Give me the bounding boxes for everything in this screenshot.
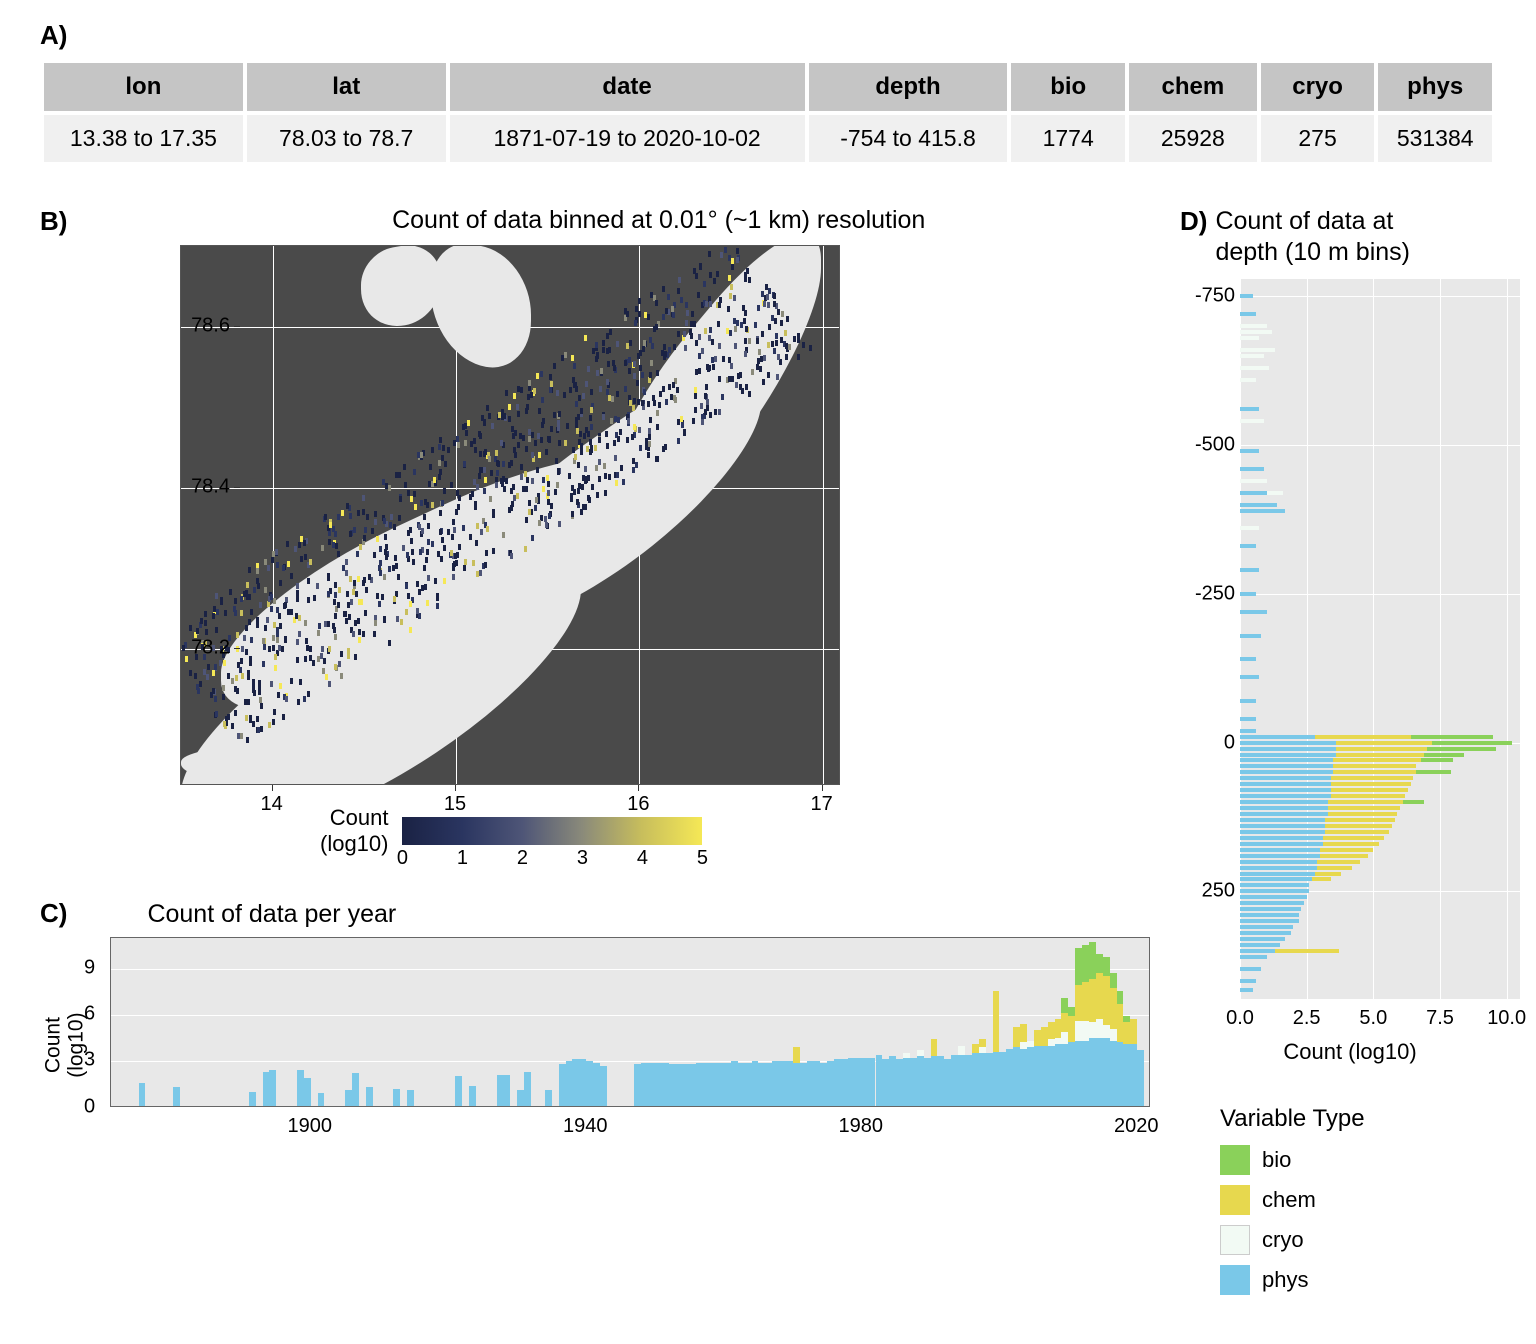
table-cell: 25928 [1129,115,1257,162]
panel-d-label: D) [1180,206,1207,237]
legend-item: bio [1220,1145,1520,1175]
panel-d-xlabel: Count (log10) [1180,1039,1520,1065]
panel-b-title: Count of data binned at 0.01° (~1 km) re… [87,206,1150,235]
legend-item: phys [1220,1265,1520,1295]
table-header: chem [1129,63,1257,111]
table-header: bio [1011,63,1125,111]
panel-c-ylabel: Count(log10) [42,1012,88,1077]
legend-item: cryo [1220,1225,1520,1255]
map-frame: 78.278.478.614151617 [180,245,900,785]
table-header: lat [247,63,446,111]
legend-item: chem [1220,1185,1520,1215]
colorbar-label-1: Count [330,805,389,830]
table-cell: 13.38 to 17.35 [44,115,243,162]
panel-b-label: B) [40,206,67,237]
panel-c-title: Count of data per year [147,900,396,929]
table-cell: 531384 [1378,115,1492,162]
legend: Variable Type bio chem cryo phys [1220,1105,1520,1295]
colorbar-label-2: (log10) [320,831,388,856]
table-header: depth [809,63,1008,111]
table-header: phys [1378,63,1492,111]
table-cell: 1871-07-19 to 2020-10-02 [450,115,805,162]
panel-c-label: C) [40,898,67,929]
table-cell: 275 [1261,115,1375,162]
panel-d-title: Count of data atdepth (10 m bins) [1215,206,1410,269]
table-cell: 1774 [1011,115,1125,162]
depth-chart [1240,279,1520,999]
map-plot [180,245,840,785]
summary-table: lonlatdatedepthbiochemcryophys 13.38 to … [40,59,1496,166]
legend-title: Variable Type [1220,1105,1520,1133]
table-cell: 78.03 to 78.7 [247,115,446,162]
panel-a-label: A) [40,20,1496,51]
table-header: lon [44,63,243,111]
table-cell: -754 to 415.8 [809,115,1008,162]
table-header: cryo [1261,63,1375,111]
year-chart [110,937,1150,1107]
table-header: date [450,63,805,111]
